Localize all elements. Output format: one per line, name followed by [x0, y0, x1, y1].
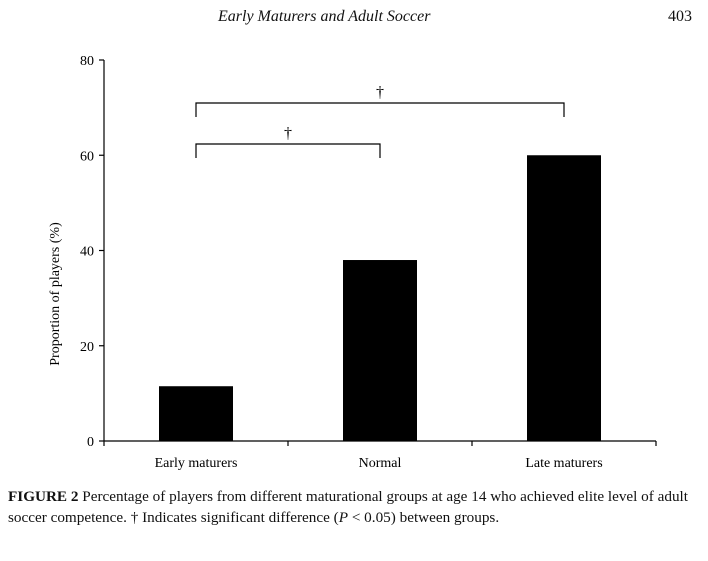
x-tick-label: Early maturers — [155, 456, 238, 471]
chart-axes: 0 20 40 60 80 Early maturers Normal Late mature… — [80, 54, 657, 471]
significance-marker: † — [284, 125, 292, 142]
y-axis-label: Proportion of players (%) — [48, 222, 63, 366]
bar-early-maturers — [159, 386, 233, 441]
significance-bracket — [195, 143, 381, 158]
significance-brackets: †† — [195, 84, 565, 158]
figure-caption: FIGURE 2 Percentage of players from diff… — [8, 486, 698, 528]
y-tick-label: 80 — [80, 54, 94, 69]
x-tick-label: Normal — [359, 456, 402, 471]
running-head: Early Maturers and Adult Soccer 403 — [0, 8, 708, 30]
y-tick-label: 60 — [80, 149, 94, 164]
figure-label: FIGURE 2 — [8, 488, 79, 505]
page-number: 403 — [668, 8, 692, 25]
running-title: Early Maturers and Adult Soccer — [218, 8, 431, 25]
bar-normal — [343, 260, 417, 441]
caption-p-symbol: P — [338, 509, 349, 526]
significance-marker: † — [376, 84, 384, 101]
y-tick-label: 40 — [80, 245, 94, 260]
caption-text: Percentage of players from different mat… — [8, 488, 688, 526]
chart-bars — [159, 155, 601, 441]
y-tick-label: 0 — [87, 435, 94, 450]
significance-bracket — [195, 102, 565, 117]
caption-p-rest: < 0.05) between groups. — [348, 509, 500, 526]
bar-chart: 0 20 40 60 80 Early maturers Normal Late mature… — [48, 54, 657, 471]
x-tick-label: Late maturers — [525, 456, 602, 471]
y-tick-label: 20 — [80, 340, 94, 355]
bar-late-maturers — [527, 155, 601, 441]
